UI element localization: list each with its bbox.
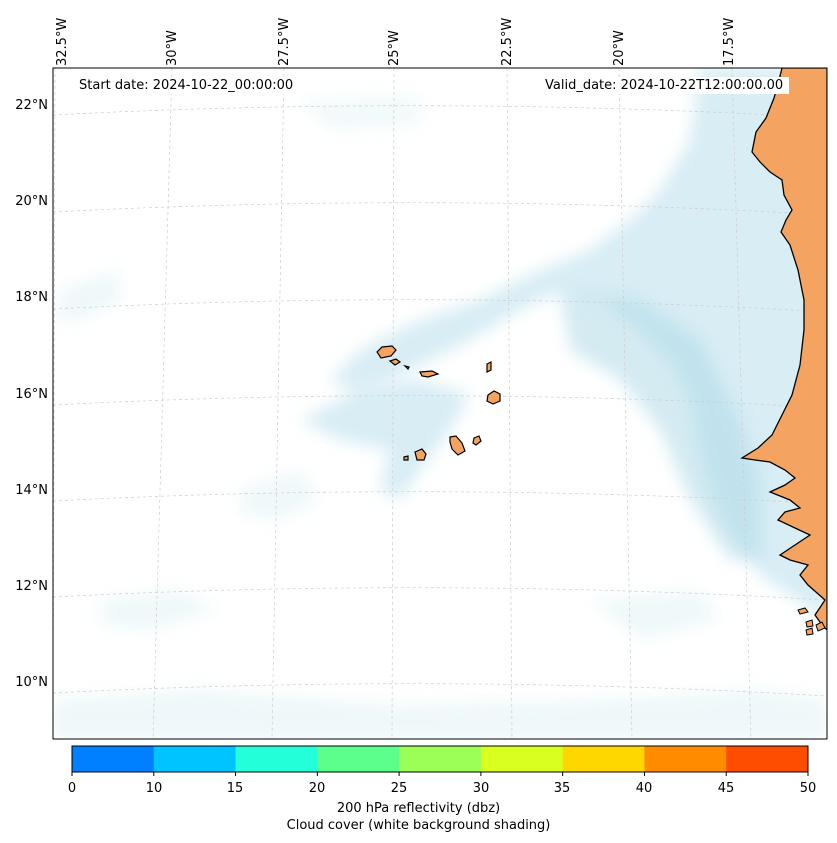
colorbar-segment bbox=[235, 746, 318, 772]
colorbar-tick-label: 45 bbox=[717, 781, 735, 796]
colorbar-tick-label: 10 bbox=[145, 781, 163, 796]
colorbar-tick-label: 20 bbox=[308, 781, 326, 796]
lat-label: 10°N bbox=[15, 675, 48, 690]
african-coast-landmass bbox=[740, 68, 827, 631]
colorbar-segment bbox=[153, 746, 237, 772]
lat-label: 20°N bbox=[15, 194, 48, 209]
colorbar-tick-label: 25 bbox=[390, 781, 408, 796]
map-frame bbox=[52, 67, 828, 740]
island-sao-nicolau bbox=[419, 370, 440, 378]
colorbar-segment bbox=[562, 746, 645, 772]
colorbar-tick-label: 30 bbox=[472, 781, 490, 796]
island-maio bbox=[472, 435, 482, 446]
lon-label: 20°W bbox=[612, 30, 627, 66]
graticule bbox=[53, 68, 827, 739]
island-santiago bbox=[449, 435, 466, 456]
colorbar-outline bbox=[71, 745, 809, 773]
island-santa-luzia bbox=[403, 364, 410, 371]
lon-label: 27.5°W bbox=[277, 17, 292, 66]
colorbar-segment bbox=[399, 746, 482, 772]
island-santo-antao bbox=[376, 345, 397, 359]
lat-label: 12°N bbox=[15, 579, 48, 594]
colorbar-tick-label: 50 bbox=[799, 781, 817, 796]
colorbar-tick-label: 35 bbox=[553, 781, 571, 796]
lon-label: 30°W bbox=[165, 30, 180, 66]
start-date-label: Start date: 2024-10-22_00:00:00 bbox=[73, 77, 300, 94]
colorbar-segment bbox=[72, 746, 155, 772]
lon-label: 32.5°W bbox=[55, 17, 70, 66]
island-boa-vista bbox=[486, 390, 501, 405]
lon-label: 25°W bbox=[387, 30, 402, 66]
lon-label: 17.5°W bbox=[722, 17, 737, 66]
cloud-cover-shading bbox=[53, 68, 827, 739]
lat-label: 14°N bbox=[15, 483, 48, 498]
colorbar-segment bbox=[317, 746, 400, 772]
lat-label: 16°N bbox=[15, 387, 48, 402]
colorbar-sublabel: Cloud cover (white background shading) bbox=[286, 818, 551, 833]
cape-verde-islands bbox=[376, 345, 501, 461]
colorbar-segment bbox=[644, 746, 727, 772]
colorbar-tick-label: 0 bbox=[67, 781, 77, 796]
lat-label: 18°N bbox=[15, 290, 48, 305]
lat-label: 22°N bbox=[15, 98, 48, 113]
island-brava bbox=[403, 455, 409, 461]
colorbar bbox=[71, 745, 809, 776]
lon-label: 22.5°W bbox=[500, 17, 515, 66]
valid-date-label: Valid_date: 2024-10-22T12:00:00.00 bbox=[539, 77, 790, 94]
colorbar-tick-label: 15 bbox=[226, 781, 244, 796]
island-sal bbox=[486, 361, 492, 373]
bijagos-islands bbox=[797, 607, 826, 636]
colorbar-label: 200 hPa reflectivity (dbz) bbox=[336, 801, 501, 816]
island-fogo bbox=[414, 448, 427, 461]
island-sao-vicente bbox=[388, 358, 402, 366]
colorbar-segment bbox=[480, 746, 564, 772]
colorbar-segment bbox=[726, 746, 809, 772]
colorbar-tick-label: 40 bbox=[635, 781, 653, 796]
